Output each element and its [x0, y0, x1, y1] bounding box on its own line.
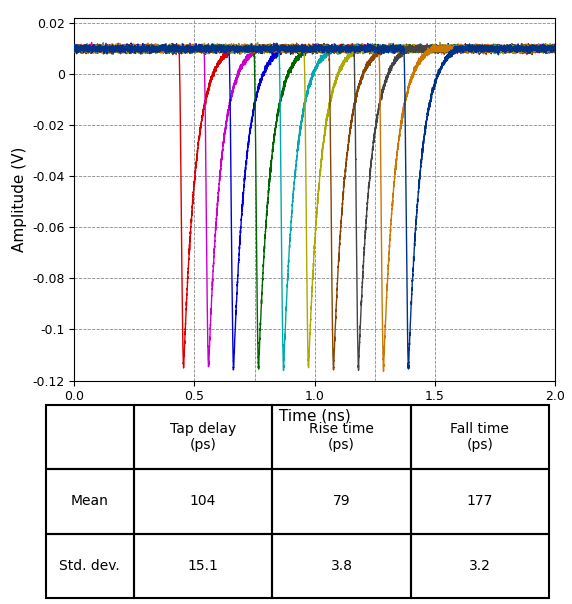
- Bar: [134, 405, 272, 469]
- Text: Tap delay
(ps): Tap delay (ps): [170, 422, 236, 452]
- Bar: [411, 469, 549, 533]
- X-axis label: Time (ns): Time (ns): [279, 409, 351, 424]
- Text: Mean: Mean: [71, 494, 109, 509]
- Bar: [46, 533, 134, 598]
- Bar: [272, 533, 411, 598]
- Text: Std. dev.: Std. dev.: [59, 559, 120, 573]
- Bar: [411, 533, 549, 598]
- Bar: [134, 469, 272, 533]
- Bar: [46, 469, 134, 533]
- Text: 177: 177: [467, 494, 493, 509]
- Text: 79: 79: [333, 494, 350, 509]
- Bar: [272, 469, 411, 533]
- Text: Rise time
(ps): Rise time (ps): [309, 422, 374, 452]
- Y-axis label: Amplitude (V): Amplitude (V): [11, 147, 26, 252]
- Text: 15.1: 15.1: [188, 559, 219, 573]
- Text: 3.2: 3.2: [469, 559, 491, 573]
- Bar: [46, 405, 134, 469]
- Text: Fall time
(ps): Fall time (ps): [451, 422, 509, 452]
- Text: 3.8: 3.8: [331, 559, 352, 573]
- Bar: [272, 405, 411, 469]
- Bar: [411, 405, 549, 469]
- Bar: [134, 533, 272, 598]
- Text: 104: 104: [190, 494, 216, 509]
